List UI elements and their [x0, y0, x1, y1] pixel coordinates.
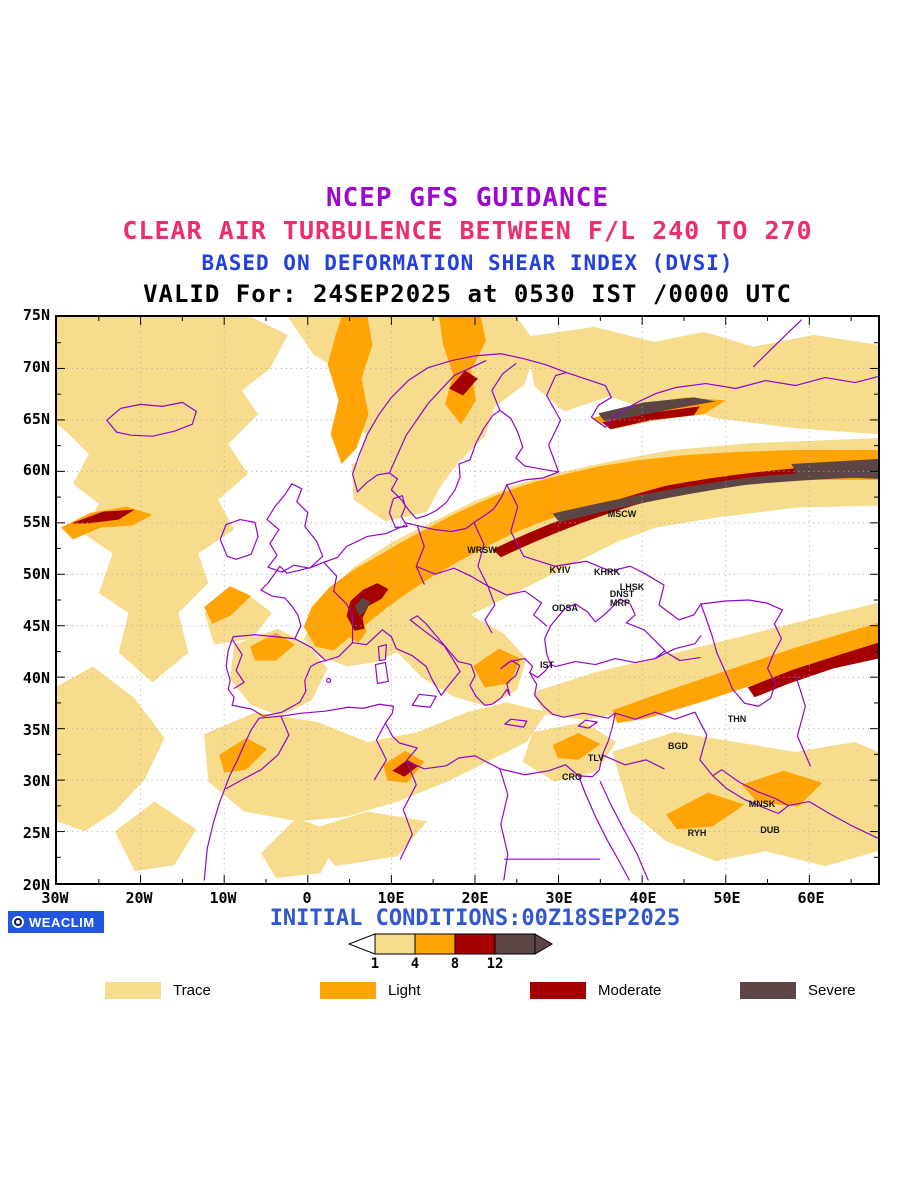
city-label-mscw: MSCW [607, 509, 637, 519]
weaclim-logo-text: WEACLIM [29, 914, 95, 930]
scale-cell-moderate [454, 933, 496, 955]
lat-label-70N: 70N [22, 357, 50, 376]
scale-right-arrow [534, 933, 553, 955]
legend-label-moderate: Moderate [598, 982, 662, 999]
weaclim-logo: WEACLIM [8, 911, 104, 933]
scale-value-12: 12 [486, 956, 504, 972]
coastlines-borders-layer [106, 319, 878, 881]
scale-value-4: 4 [410, 956, 420, 972]
legend-swatch-severe [740, 982, 796, 999]
lat-label-30N: 30N [22, 772, 50, 791]
lon-label-50E: 50E [713, 889, 741, 907]
lat-label-40N: 40N [22, 668, 50, 687]
city-label-tlv: TLV [587, 753, 605, 763]
legend-label-trace: Trace [173, 982, 211, 999]
scale-value-8: 8 [450, 956, 460, 972]
city-label-ist: IST [539, 660, 555, 670]
legend-label-severe: Severe [808, 982, 856, 999]
lon-label-30W: 30W [41, 889, 69, 907]
legend-item-moderate: Moderate [530, 982, 661, 999]
legend-label-light: Light [388, 982, 421, 999]
scale-bar-svg [347, 933, 553, 955]
lon-label-40E: 40E [629, 889, 657, 907]
legend-item-trace: Trace [105, 982, 211, 999]
scale-cell-light [414, 933, 456, 955]
city-label-wrsw: WRSW [467, 545, 497, 555]
header-line4: VALID For: 24SEP2025 at 0530 IST /0000 U… [143, 280, 792, 308]
lon-label-10W: 10W [209, 889, 237, 907]
lat-label-50N: 50N [22, 565, 50, 584]
legend-swatch-light [320, 982, 376, 999]
header-line1: NCEP GFS GUIDANCE [325, 183, 610, 213]
grid-lines [57, 317, 878, 883]
lat-label-35N: 35N [22, 720, 50, 739]
map-area: MSCW WRSW KYIV KHRK LHSK DNST MRP ODSA IST THN BGD… [55, 315, 880, 885]
city-label-thn: THN [727, 714, 747, 724]
turbulence-scale-bar [345, 933, 555, 955]
lat-label-20N: 20N [22, 876, 50, 895]
lon-label-20E: 20E [461, 889, 489, 907]
city-label-dub: DUB [760, 825, 780, 835]
initial-conditions-text: INITIAL CONDITIONS:00Z18SEP2025 [269, 906, 681, 931]
lat-label-25N: 25N [22, 824, 50, 843]
scale-left-arrow [347, 933, 376, 955]
turbulence-severe-layer [354, 397, 878, 616]
legend-swatch-moderate [530, 982, 586, 999]
lon-label-0: 0 [302, 889, 312, 907]
lat-label-55N: 55N [22, 513, 50, 532]
legend-item-light: Light [320, 982, 421, 999]
turbulence-map-svg [57, 317, 878, 883]
city-label-dnst: DNST [609, 589, 635, 599]
city-label-mnsk: MNSK [748, 799, 776, 809]
legend-item-severe: Severe [740, 982, 856, 999]
city-label-bgd: BGD [668, 741, 688, 751]
lon-label-30E: 30E [545, 889, 573, 907]
scale-value-1: 1 [370, 956, 380, 972]
city-label-mrp: MRP [610, 598, 630, 608]
lat-label-60N: 60N [22, 461, 50, 480]
header-line3: BASED ON DEFORMATION SHEAR INDEX (DVSI) [201, 251, 734, 275]
city-label-ryh: RYH [687, 828, 707, 838]
scale-cell-severe [494, 933, 536, 955]
legend-row: Trace Light Moderate Severe [0, 982, 900, 1004]
legend-swatch-trace [105, 982, 161, 999]
city-label-kyiv: KYIV [549, 565, 571, 575]
lat-label-65N: 65N [22, 409, 50, 428]
city-label-cro: CRO [562, 772, 582, 782]
city-label-lhsk: LHSK [619, 582, 645, 592]
lon-label-60E: 60E [797, 889, 825, 907]
city-label-odsa: ODSA [551, 603, 579, 613]
axis-ticks [57, 317, 878, 883]
weaclim-circle-icon [12, 916, 24, 928]
lat-label-75N: 75N [22, 306, 50, 324]
city-labels-layer: MSCW WRSW KYIV KHRK LHSK DNST MRP ODSA IST THN BGD… [57, 317, 878, 883]
lon-label-10E: 10E [377, 889, 405, 907]
city-label-khrk: KHRK [594, 567, 620, 577]
header-line2: CLEAR AIR TURBULENCE BETWEEN F/L 240 TO … [122, 216, 813, 245]
scale-cell-trace [374, 933, 416, 955]
lat-label-45N: 45N [22, 616, 50, 635]
lon-label-20W: 20W [125, 889, 153, 907]
